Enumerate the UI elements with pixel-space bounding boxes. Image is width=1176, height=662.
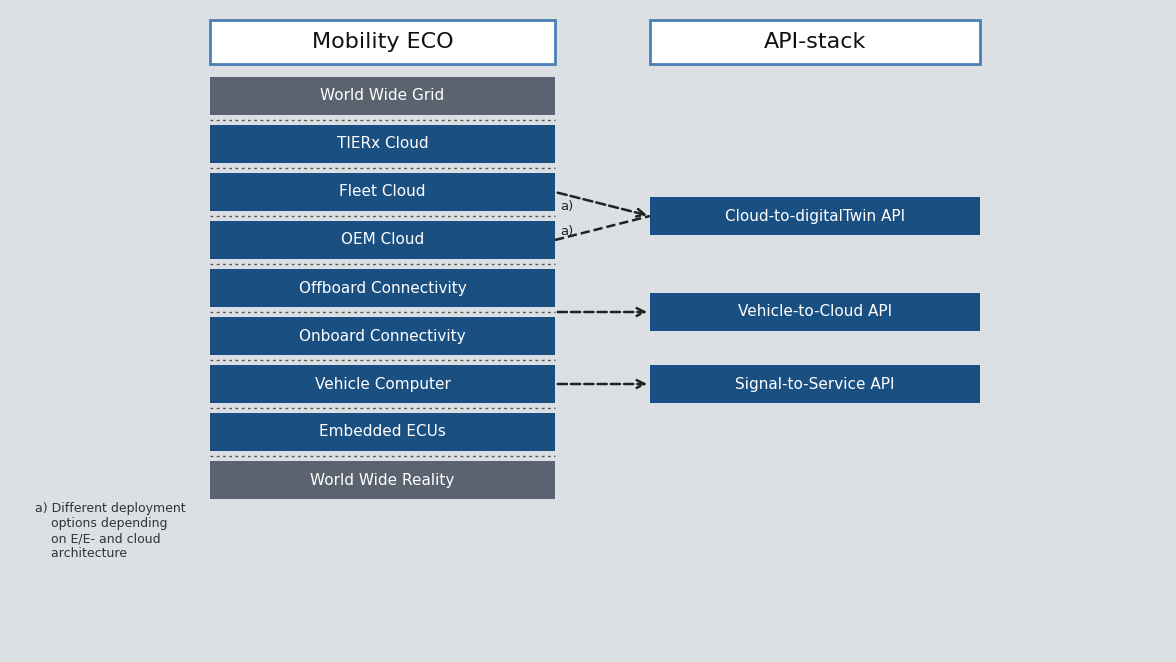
Bar [211,413,555,451]
Text: a): a) [560,200,573,213]
Text: OEM Cloud: OEM Cloud [341,232,425,248]
Bar [211,173,555,211]
Text: World Wide Reality: World Wide Reality [310,473,455,487]
Bar [650,20,980,64]
Text: Vehicle Computer: Vehicle Computer [314,377,450,391]
Text: Offboard Connectivity: Offboard Connectivity [299,281,467,295]
Bar [211,20,555,64]
Bar [650,293,980,331]
Text: TIERx Cloud: TIERx Cloud [336,136,428,152]
Text: a): a) [560,225,573,238]
Bar [650,197,980,235]
Text: Embedded ECUs: Embedded ECUs [319,424,446,440]
Bar [211,461,555,499]
Text: Signal-to-Service API: Signal-to-Service API [735,377,895,391]
Bar [211,269,555,307]
Text: a) Different deployment
    options depending
    on E/E- and cloud
    architec: a) Different deployment options dependin… [35,502,186,560]
Bar [211,221,555,259]
Text: Onboard Connectivity: Onboard Connectivity [299,328,466,344]
Bar [650,365,980,403]
Text: Cloud-to-digitalTwin API: Cloud-to-digitalTwin API [724,209,906,224]
Text: World Wide Grid: World Wide Grid [320,89,445,103]
Text: Vehicle-to-Cloud API: Vehicle-to-Cloud API [737,305,893,320]
Bar [211,317,555,355]
Text: API-stack: API-stack [764,32,867,52]
Bar [211,365,555,403]
Text: Fleet Cloud: Fleet Cloud [339,185,426,199]
Text: Mobility ECO: Mobility ECO [312,32,453,52]
Bar [211,125,555,163]
Bar [211,77,555,115]
